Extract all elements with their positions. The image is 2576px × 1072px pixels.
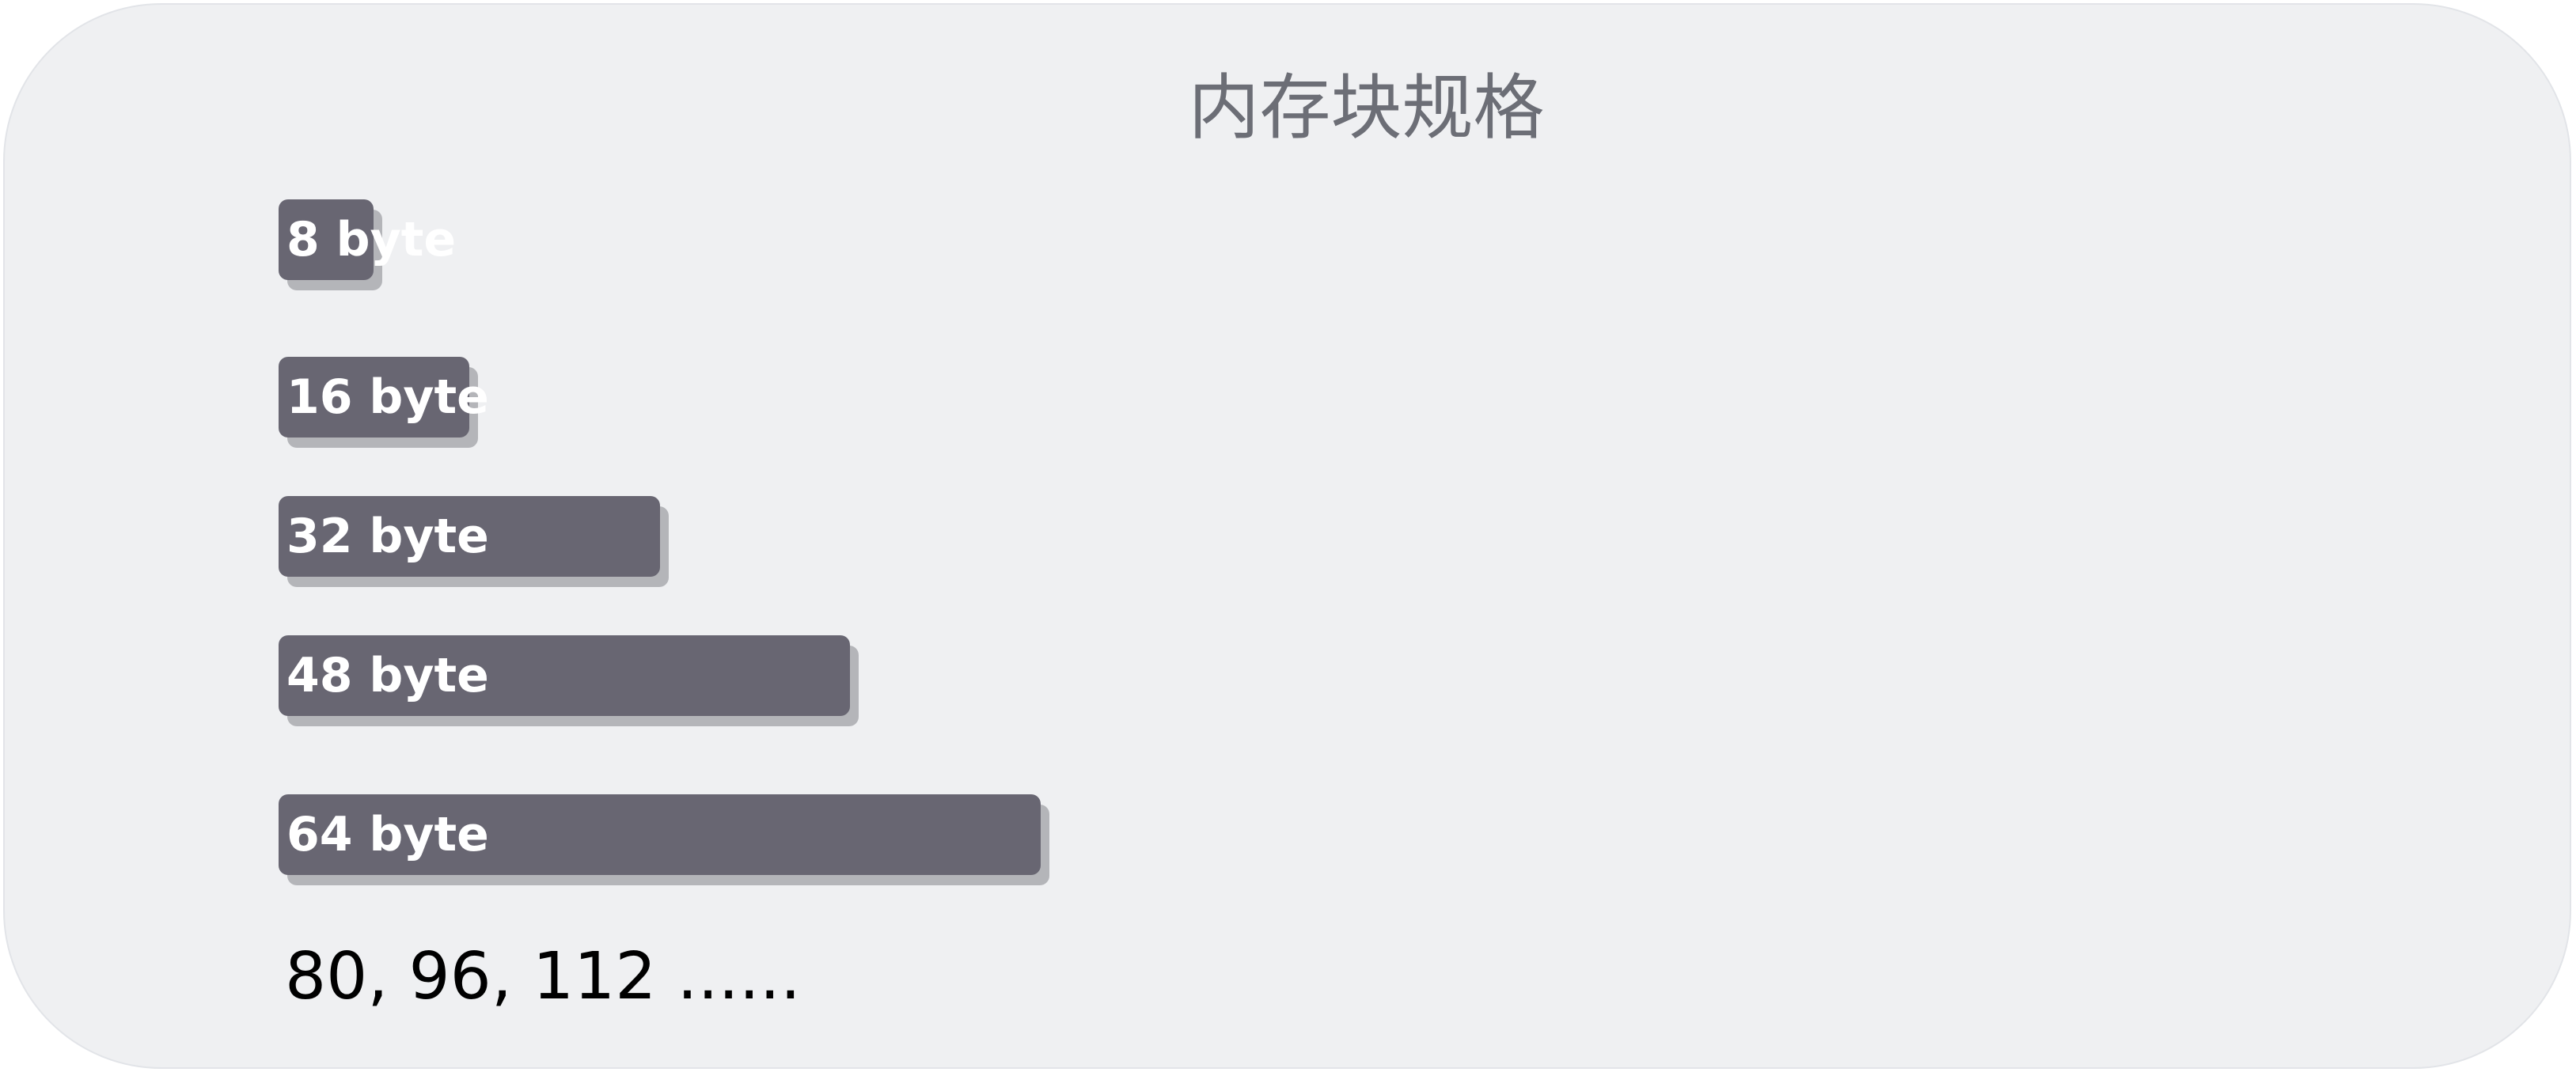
more-sizes-text: 80, 96, 112 ...... bbox=[285, 939, 801, 1014]
block-bar-label: 48 byte bbox=[279, 635, 850, 716]
block-bar-16: 16 byte bbox=[279, 357, 489, 448]
block-bar-label: 16 byte bbox=[279, 357, 489, 438]
block-bar-48: 48 byte bbox=[279, 635, 859, 726]
diagram-title: 内存块规格 bbox=[1188, 66, 1545, 150]
block-bar-label: 8 byte bbox=[279, 199, 456, 280]
block-bar-64: 64 byte bbox=[279, 794, 1049, 885]
block-bar-label: 64 byte bbox=[279, 794, 1041, 875]
block-bar-label: 32 byte bbox=[279, 496, 660, 577]
block-bar-32: 32 byte bbox=[279, 496, 669, 587]
block-bar-8: 8 byte bbox=[279, 199, 456, 290]
